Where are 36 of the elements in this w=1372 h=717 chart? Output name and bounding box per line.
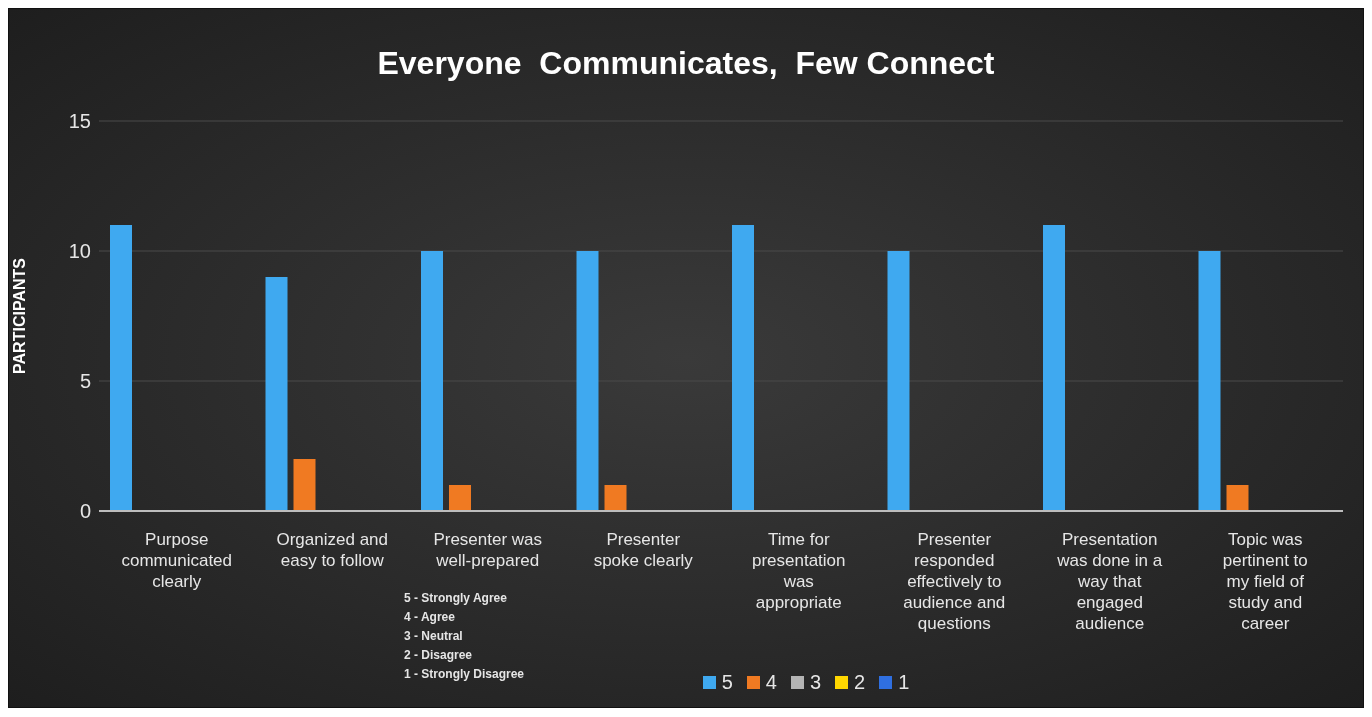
x-tick-label: Time for presentation was appropriate (751, 530, 846, 612)
bar (265, 277, 288, 511)
x-tick-label: Presentation was done in a way that engaged audience (1056, 530, 1163, 633)
x-tick-label: Purpose communicated clearly (121, 530, 233, 591)
legend-label: 1 (898, 671, 910, 694)
bar (1226, 485, 1249, 511)
bar (110, 225, 132, 511)
text: 2 - Disagree (404, 647, 474, 664)
legend-label: 5 (721, 671, 733, 694)
bar (293, 459, 316, 511)
x-tick-label: Topic was pertinent to my field of study and career (1222, 530, 1308, 633)
x-tick-label: Presenter was well-prepared (433, 530, 543, 570)
x-tick-label: Presenter responded effectively to audience and questions (903, 530, 1006, 633)
legend-label: 3 (809, 671, 822, 694)
text: 3 - Neutral (404, 628, 464, 645)
bar (732, 225, 754, 511)
text: 4 - Agree (404, 609, 456, 626)
y-tick-label: 5 (79, 370, 91, 393)
chart-title: Everyone Communicates, Few Connect (376, 44, 996, 83)
text: 1 - Strongly Disagree (404, 666, 525, 683)
bar (887, 251, 910, 511)
y-tick-label: 10 (68, 240, 91, 263)
text: 5 - Strongly Agree (404, 590, 508, 607)
y-tick-label: 0 (79, 500, 91, 523)
bar (449, 485, 471, 511)
legend-label: 4 (765, 671, 777, 694)
bar (576, 251, 599, 511)
bar (1043, 225, 1065, 511)
bar (604, 485, 627, 511)
bar (1198, 251, 1221, 511)
x-tick-label: Presenter spoke clearly (593, 530, 694, 570)
y-tick-label: 15 (68, 110, 91, 133)
y-axis-title: PARTICIPANTS (10, 257, 28, 374)
x-tick-label: Organized and easy to follow (276, 530, 389, 570)
legend-label: 2 (854, 671, 866, 694)
bar (421, 251, 443, 511)
